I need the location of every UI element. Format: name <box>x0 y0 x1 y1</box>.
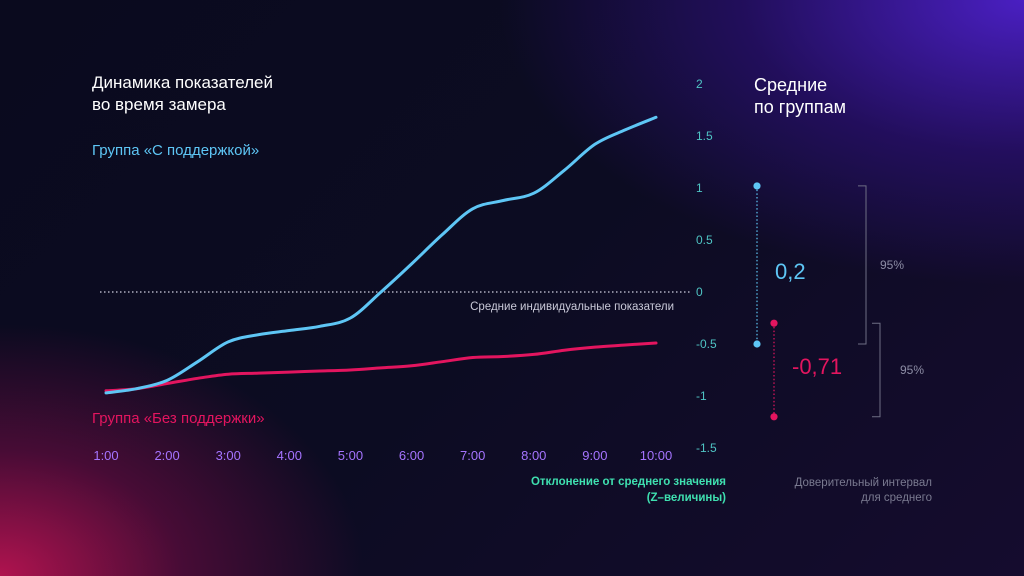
y-tick-label: -0.5 <box>696 337 717 351</box>
y-axis-title-line2: (Z–величины) <box>646 492 726 504</box>
y-tick-label: 2 <box>696 77 703 91</box>
y-tick-label: -1 <box>696 389 707 403</box>
chart-title-line2: во время замера <box>92 95 226 114</box>
means-title-line2: по группам <box>754 97 847 117</box>
x-tick-label: 6:00 <box>399 448 424 463</box>
series-line-unsupported <box>104 341 658 393</box>
y-axis-title-line1: Отклонение от среднего значения <box>530 476 726 488</box>
means-title-line1: Средние <box>754 75 828 95</box>
ci-bracket-supported <box>858 185 867 345</box>
x-tick-label: 8:00 <box>521 448 546 463</box>
y-tick-label: 0.5 <box>696 233 713 247</box>
y-tick-label: 0 <box>696 285 703 299</box>
means-title: Средние по группам <box>754 74 846 118</box>
legend-supported-group: Группа «С поддержкой» <box>92 142 260 159</box>
ci-label-supported: 95% <box>880 258 904 272</box>
ci-note-line2: для среднего <box>861 492 932 504</box>
y-axis-title: Отклонение от среднего значения (Z–велич… <box>470 474 726 506</box>
mean-value-supported: 0,2 <box>775 259 806 284</box>
x-tick-label: 2:00 <box>154 448 179 463</box>
x-tick-label: 1:00 <box>93 448 118 463</box>
ci-lower-dot-supported <box>753 340 761 348</box>
ci-upper-dot-unsupported <box>770 319 778 327</box>
ci-upper-dot-supported <box>753 182 761 190</box>
x-tick-label: 10:00 <box>640 448 673 463</box>
ci-lower-dot-unsupported <box>770 413 778 421</box>
x-axis-ticks: 1:00 2:00 3:00 4:00 5:00 6:00 7:00 8:00 9:00 10:0… <box>93 448 672 463</box>
y-axis-ticks: 2 1.5 1 0.5 0 -0.5 -1 -1.5 <box>696 77 717 455</box>
ci-label-unsupported: 95% <box>900 363 924 377</box>
ci-bracket-unsupported <box>872 322 881 418</box>
x-tick-label: 5:00 <box>338 448 363 463</box>
x-tick-label: 4:00 <box>277 448 302 463</box>
chart-title-line1: Динамика показателей <box>92 73 273 92</box>
ci-note-line1: Доверительный интервал <box>794 477 932 489</box>
mean-value-unsupported: -0,71 <box>792 354 842 379</box>
y-tick-label: 1 <box>696 181 703 195</box>
x-tick-label: 9:00 <box>582 448 607 463</box>
ci-note: Доверительный интервал для среднего <box>736 476 932 506</box>
x-tick-label: 3:00 <box>216 448 241 463</box>
legend-unsupported-group: Группа «Без поддержки» <box>92 410 265 427</box>
y-tick-label: 1.5 <box>696 129 713 143</box>
chart-title: Динамика показателей во время замера <box>92 72 273 116</box>
series-line-supported <box>104 115 658 395</box>
y-tick-label: -1.5 <box>696 441 717 455</box>
x-tick-label: 7:00 <box>460 448 485 463</box>
reference-line-label: Средние индивидуальные показатели <box>470 301 674 313</box>
means-panel: 0,2 95% -0,71 95% <box>753 182 924 421</box>
series-lines <box>104 115 658 395</box>
